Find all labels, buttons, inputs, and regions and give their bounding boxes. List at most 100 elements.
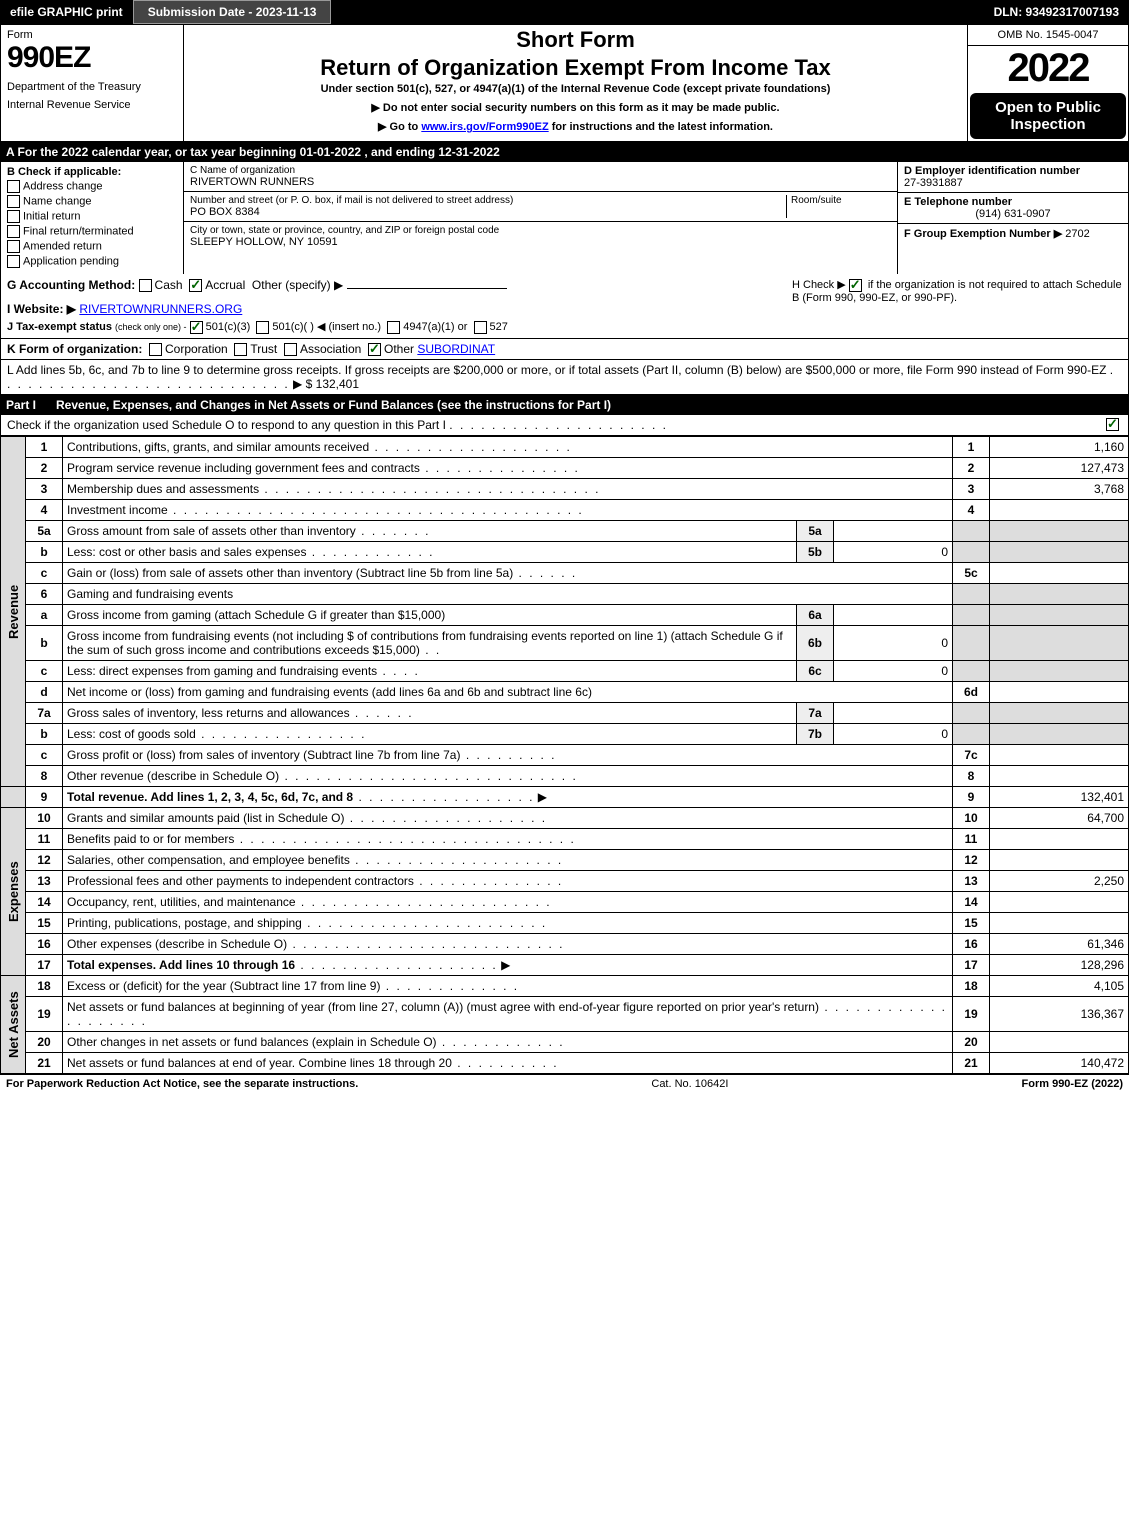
- line-desc: Grants and similar amounts paid (list in…: [63, 808, 953, 829]
- goto-note: ▶ Go to www.irs.gov/Form990EZ for instru…: [190, 120, 961, 133]
- phone-value: (914) 631-0907: [904, 208, 1122, 220]
- line-num: 16: [26, 934, 63, 955]
- line-num: b: [26, 626, 63, 661]
- row-k: K Form of organization: Corporation Trus…: [0, 339, 1129, 360]
- shade: [990, 605, 1129, 626]
- opt-trust: Trust: [250, 342, 277, 356]
- part1-table: Revenue 1 Contributions, gifts, grants, …: [0, 436, 1129, 1074]
- ein-value: 27-3931887: [904, 177, 1122, 189]
- efile-print-button[interactable]: efile GRAPHIC print: [0, 1, 133, 23]
- line-num: 3: [26, 479, 63, 500]
- shade: [990, 521, 1129, 542]
- line-desc: Less: cost of goods sold . . . . . . . .…: [63, 724, 797, 745]
- d-ein-box: D Employer identification number 27-3931…: [898, 162, 1128, 193]
- cb-initial-return[interactable]: Initial return: [7, 210, 177, 223]
- sub-val: [834, 605, 953, 626]
- footer: For Paperwork Reduction Act Notice, see …: [0, 1074, 1129, 1093]
- line-num: 21: [26, 1053, 63, 1074]
- line-ref: 19: [953, 997, 990, 1032]
- line-desc: Gaming and fundraising events: [63, 584, 953, 605]
- line-num: b: [26, 724, 63, 745]
- goto-post: for instructions and the latest informat…: [549, 121, 773, 133]
- cb-accrual[interactable]: [189, 279, 202, 292]
- shade: [990, 542, 1129, 563]
- cb-cash[interactable]: [139, 279, 152, 292]
- line-desc: Excess or (deficit) for the year (Subtra…: [63, 976, 953, 997]
- line-num: 20: [26, 1032, 63, 1053]
- opt-4947: 4947(a)(1) or: [403, 321, 467, 333]
- shade: [953, 542, 990, 563]
- cash-label: Cash: [155, 278, 183, 292]
- sub-val: [834, 703, 953, 724]
- line-val: [990, 500, 1129, 521]
- cb-assoc[interactable]: [284, 343, 297, 356]
- cb-label: Address change: [23, 180, 103, 192]
- line-desc: Printing, publications, postage, and shi…: [63, 913, 953, 934]
- cb-trust[interactable]: [234, 343, 247, 356]
- line-desc: Gross amount from sale of assets other t…: [63, 521, 797, 542]
- irs-link[interactable]: www.irs.gov/Form990EZ: [421, 121, 548, 133]
- city-label: City or town, state or province, country…: [190, 225, 891, 236]
- line-num: 13: [26, 871, 63, 892]
- cb-application-pending[interactable]: Application pending: [7, 255, 177, 268]
- l-value: 132,401: [316, 377, 359, 391]
- line-val: [990, 892, 1129, 913]
- line-num: c: [26, 745, 63, 766]
- website-link[interactable]: RIVERTOWNRUNNERS.ORG: [79, 302, 242, 316]
- cb-corp[interactable]: [149, 343, 162, 356]
- b-title: B Check if applicable:: [7, 166, 177, 178]
- cb-address-change[interactable]: Address change: [7, 180, 177, 193]
- row-j: J Tax-exempt status (check only one) - 5…: [7, 320, 782, 334]
- line-num: c: [26, 563, 63, 584]
- cb-label: Name change: [23, 195, 92, 207]
- ssn-warning: ▶ Do not enter social security numbers o…: [190, 101, 961, 114]
- cb-label: Final return/terminated: [23, 225, 134, 237]
- cb-other-org[interactable]: [368, 343, 381, 356]
- shade: [990, 724, 1129, 745]
- line-num: 7a: [26, 703, 63, 724]
- cb-amended-return[interactable]: Amended return: [7, 240, 177, 253]
- cb-schedule-o[interactable]: [1106, 418, 1119, 431]
- main-title: Return of Organization Exempt From Incom…: [190, 55, 961, 81]
- sub-val: 0: [834, 661, 953, 682]
- g-label: G Accounting Method:: [7, 278, 135, 292]
- j-label: J Tax-exempt status: [7, 321, 112, 333]
- line-ref: 1: [953, 437, 990, 458]
- cb-h[interactable]: [849, 279, 862, 292]
- cb-501c[interactable]: [256, 321, 269, 334]
- cb-final-return[interactable]: Final return/terminated: [7, 225, 177, 238]
- cb-label: Application pending: [23, 255, 119, 267]
- line-desc: Gross income from gaming (attach Schedul…: [63, 605, 797, 626]
- shade: [953, 584, 990, 605]
- cb-527[interactable]: [474, 321, 487, 334]
- shade: [990, 584, 1129, 605]
- cb-4947[interactable]: [387, 321, 400, 334]
- i-label: I Website: ▶: [7, 302, 76, 316]
- omb-number: OMB No. 1545-0047: [968, 25, 1128, 46]
- footer-cat: Cat. No. 10642I: [358, 1078, 1021, 1090]
- line-num: 1: [26, 437, 63, 458]
- line-num: c: [26, 661, 63, 682]
- line-desc: Other revenue (describe in Schedule O) .…: [63, 766, 953, 787]
- form-number: 990EZ: [7, 41, 177, 75]
- cb-name-change[interactable]: Name change: [7, 195, 177, 208]
- other-org-link[interactable]: SUBORDINAT: [417, 342, 495, 356]
- line-num: 9: [26, 787, 63, 808]
- sub-val: 0: [834, 724, 953, 745]
- line-val: 136,367: [990, 997, 1129, 1032]
- part1-check: Check if the organization used Schedule …: [0, 415, 1129, 436]
- cb-501c3[interactable]: [190, 321, 203, 334]
- line-ref: 4: [953, 500, 990, 521]
- line-desc: Gain or (loss) from sale of assets other…: [63, 563, 953, 584]
- line-ref: 16: [953, 934, 990, 955]
- line-num: a: [26, 605, 63, 626]
- revenue-label: Revenue: [1, 437, 26, 787]
- l-text: L Add lines 5b, 6c, and 7b to line 9 to …: [7, 363, 1106, 377]
- subtitle: Under section 501(c), 527, or 4947(a)(1)…: [190, 83, 961, 95]
- dots: . . . . . . . . . . . . . . . . . . . . …: [449, 418, 668, 432]
- shade: [953, 724, 990, 745]
- line-desc: Salaries, other compensation, and employ…: [63, 850, 953, 871]
- other-specify-input[interactable]: [347, 288, 507, 289]
- line-ref: 9: [953, 787, 990, 808]
- line-ref: 5c: [953, 563, 990, 584]
